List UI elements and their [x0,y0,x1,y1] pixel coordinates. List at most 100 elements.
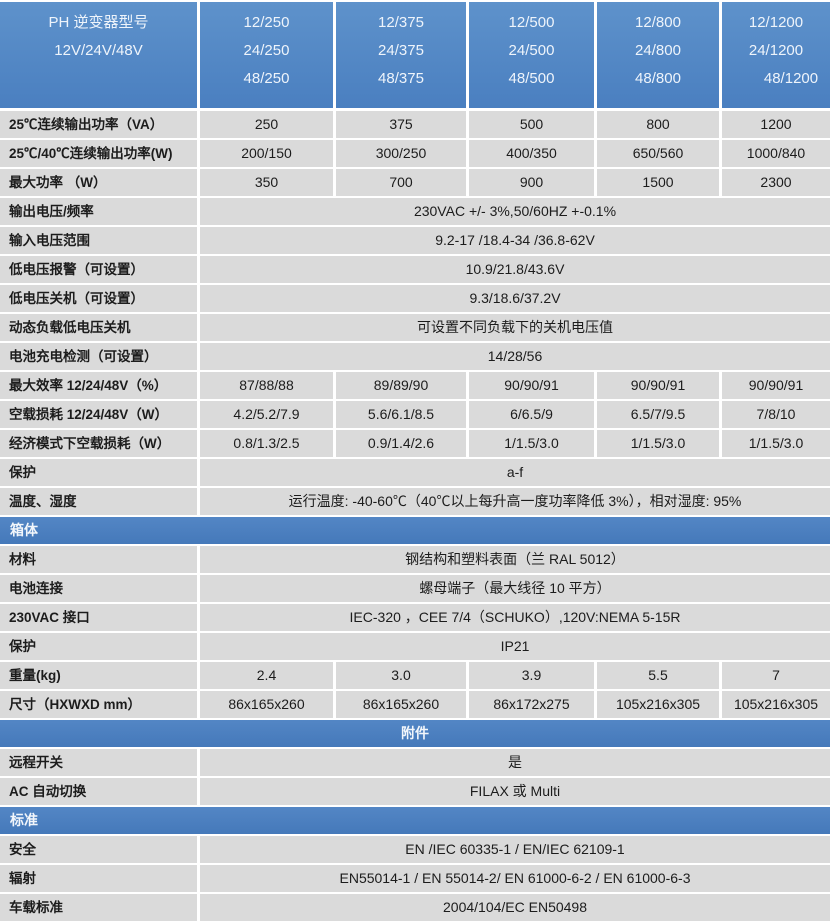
row-label: 远程开关 [0,749,197,776]
row-value: 6/6.5/9 [469,401,594,428]
row-value: 900 [469,169,594,196]
table-row: 材料 钢结构和塑料表面（兰 RAL 5012） [0,546,830,573]
row-label: 低电压关机（可设置） [0,285,197,312]
row-value: 350 [200,169,333,196]
model-variant-label: 48/250 [243,70,290,87]
row-value: 400/350 [469,140,594,167]
model-variant-label: 48/500 [508,70,555,87]
model-variant-label: 48/800 [635,70,681,87]
row-value: 90/90/91 [469,372,594,399]
row-value: 105x216x305 [722,691,830,718]
row-value: 5.6/6.1/8.5 [336,401,466,428]
table-header-row: PH 逆变器型号 12V/24V/48V 12/250 24/250 48/250 1… [0,2,830,108]
row-value: 89/89/90 [336,372,466,399]
row-value-merged: 10.9/21.8/43.6V [200,256,830,283]
table-body: 25℃连续输出功率（VA） 250 375 500 800 1200 25℃/40℃连续输出… [0,111,830,921]
model-column-header: 12/500 24/500 48/500 [469,2,594,108]
row-value: 7 [722,662,830,689]
row-value-merged: 钢结构和塑料表面（兰 RAL 5012） [200,546,830,573]
row-label: 辐射 [0,865,197,892]
section-header: 标准 [0,807,830,834]
row-value: 1200 [722,111,830,138]
row-label: 材料 [0,546,197,573]
table-row: AC 自动切换 FILAX 或 Multi [0,778,830,805]
row-label: 重量(kg) [0,662,197,689]
row-label: 电池充电检测（可设置） [0,343,197,370]
row-value-merged: 9.2-17 /18.4-34 /36.8-62V [200,227,830,254]
table-row: 安全 EN /IEC 60335-1 / EN/IEC 62109-1 [0,836,830,863]
model-variant-label: 24/800 [635,42,681,59]
row-value: 5.5 [597,662,719,689]
row-label: 温度、湿度 [0,488,197,515]
table-row: 辐射 EN55014-1 / EN 55014-2/ EN 61000-6-2 /… [0,865,830,892]
model-variant-label: 24/1200 [748,42,804,59]
row-label: 最大效率 12/24/48V（%） [0,372,197,399]
row-label: 动态负载低电压关机 [0,314,197,341]
row-value-merged: 14/28/56 [200,343,830,370]
model-column-header: 12/1200 24/1200 48/1200 [722,2,830,108]
row-label: 经济模式下空载损耗（W） [0,430,197,457]
row-value: 2.4 [200,662,333,689]
row-value: 86x165x260 [200,691,333,718]
row-value: 90/90/91 [597,372,719,399]
row-value: 250 [200,111,333,138]
table-row: 低电压报警（可设置） 10.9/21.8/43.6V [0,256,830,283]
row-value: 6.5/7/9.5 [597,401,719,428]
row-value: 300/250 [336,140,466,167]
row-label: 保护 [0,459,197,486]
row-value: 800 [597,111,719,138]
row-value: 87/88/88 [200,372,333,399]
row-value-merged: a-f [200,459,830,486]
table-row: 最大效率 12/24/48V（%） 87/88/88 89/89/90 90/90/9… [0,372,830,399]
row-label: 尺寸（HXWXD mm） [0,691,197,718]
table-row: 最大功率 （W） 350 700 900 1500 2300 [0,169,830,196]
row-value-merged: 是 [200,749,830,776]
model-variant-label: 24/250 [243,42,290,59]
row-value: 1/1.5/3.0 [469,430,594,457]
product-title: PH 逆变器型号 [48,14,149,31]
row-value-merged: IEC-320 ，CEE 7/4（SCHUKO）,120V:NEMA 5-15R [200,604,830,631]
table-row: 动态负载低电压关机 可设置不同负载下的关机电压值 [0,314,830,341]
table-row: 230VAC 接口 IEC-320 ，CEE 7/4（SCHUKO）,120V:N… [0,604,830,631]
row-value: 1500 [597,169,719,196]
row-value-merged: 9.3/18.6/37.2V [200,285,830,312]
table-row: 电池充电检测（可设置） 14/28/56 [0,343,830,370]
model-variant-label: 12/375 [378,14,424,31]
model-variant-label: 48/1200 [763,70,819,87]
row-label: 车载标准 [0,894,197,921]
table-row: 经济模式下空载损耗（W） 0.8/1.3/2.5 0.9/1.4/2.6 1/1.5/… [0,430,830,457]
row-label: 输出电压/频率 [0,198,197,225]
table-row: 车载标准 2004/104/EC EN50498 [0,894,830,921]
row-value: 3.0 [336,662,466,689]
table-row: 25℃连续输出功率（VA） 250 375 500 800 1200 [0,111,830,138]
row-value-merged: 螺母端子（最大线径 10 平方） [200,575,830,602]
row-value-merged: 2004/104/EC EN50498 [200,894,830,921]
row-value-merged: 可设置不同负载下的关机电压值 [200,314,830,341]
table-row: 尺寸（HXWXD mm） 86x165x260 86x165x260 86x172x2… [0,691,830,718]
row-value-merged: EN55014-1 / EN 55014-2/ EN 61000-6-2 / E… [200,865,830,892]
row-value: 1/1.5/3.0 [597,430,719,457]
table-row: 保护 IP21 [0,633,830,660]
row-value: 7/8/10 [722,401,830,428]
model-variant-label: 12/800 [635,14,681,31]
model-column-header: 12/800 24/800 48/800 [597,2,719,108]
table-row: 保护 a-f [0,459,830,486]
table-row: 远程开关是 [0,749,830,776]
row-value: 105x216x305 [597,691,719,718]
product-voltages: 12V/24V/48V [54,42,143,59]
model-variant-label: 24/500 [508,42,555,59]
table-row: 输入电压范围 9.2-17 /18.4-34 /36.8-62V [0,227,830,254]
row-value-merged: IP21 [200,633,830,660]
row-value: 1/1.5/3.0 [722,430,830,457]
row-value-merged: 运行温度: -40-60℃（40℃以上每升高一度功率降低 3%），相对湿度: 9… [200,488,830,515]
model-variant-label: 24/375 [378,42,424,59]
row-value: 2300 [722,169,830,196]
table-row: 温度、湿度 运行温度: -40-60℃（40℃以上每升高一度功率降低 3%），相对… [0,488,830,515]
row-label: 空载损耗 12/24/48V（W） [0,401,197,428]
model-column-header: 12/375 24/375 48/375 [336,2,466,108]
row-value: 90/90/91 [722,372,830,399]
table-row: 空载损耗 12/24/48V（W） 4.2/5.2/7.9 5.6/6.1/8.5 6… [0,401,830,428]
row-label: 保护 [0,633,197,660]
row-label: 输入电压范围 [0,227,197,254]
